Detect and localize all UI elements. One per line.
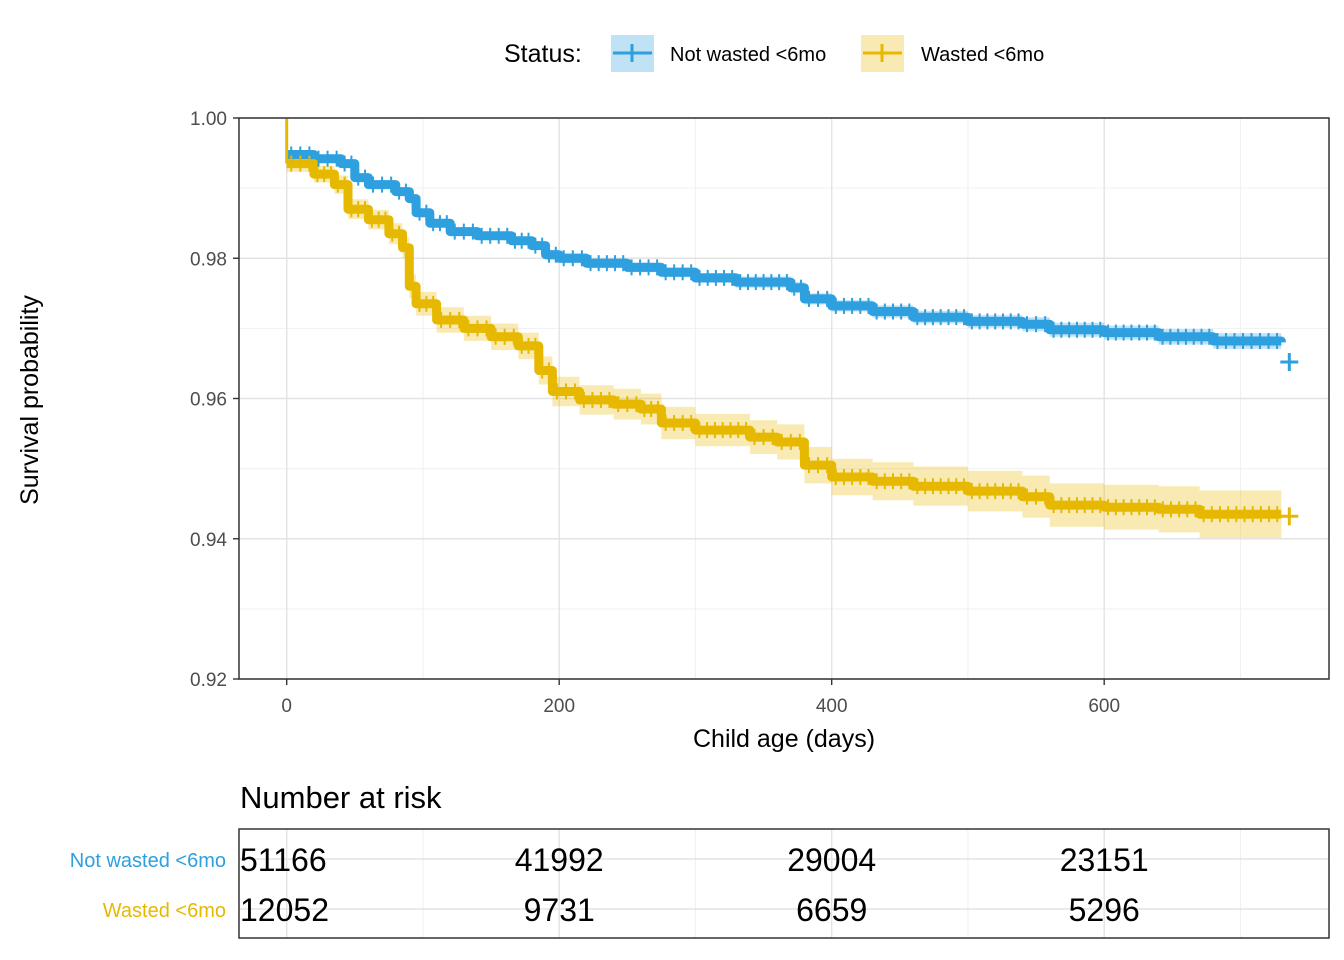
- risk-value-wasted: 12052: [240, 892, 329, 928]
- legend-title: Status:: [504, 40, 582, 68]
- y-tick-label: 0.96: [190, 390, 227, 411]
- x-tick-label: 200: [543, 696, 575, 717]
- y-tick-label: 1.00: [190, 109, 227, 130]
- risk-value-wasted: 5296: [1069, 892, 1140, 928]
- x-tick-label: 600: [1088, 696, 1120, 717]
- y-tick-label: 0.98: [190, 249, 227, 270]
- legend-label-not-wasted: Not wasted <6mo: [670, 44, 826, 66]
- confidence-band-not-wasted: [286, 151, 1282, 351]
- risk-value-not-wasted: 41992: [515, 842, 604, 878]
- confidence-band-wasted: [286, 155, 1282, 539]
- confidence-bands: [286, 151, 1282, 539]
- censor-marks: [285, 118, 1299, 526]
- legend-entry-wasted: Wasted <6mo: [861, 35, 1044, 72]
- x-tick-label: 400: [816, 696, 848, 717]
- x-axis-ticks: 0 200 400 600: [281, 679, 1120, 717]
- risk-table: Number at risk Not wasted <6mo Wasted <6…: [70, 780, 1330, 939]
- y-tick-label: 0.92: [190, 670, 227, 691]
- legend-label-wasted: Wasted <6mo: [921, 44, 1044, 66]
- risk-table-background: [239, 829, 1329, 938]
- legend: Status: Not wasted <6mo Wasted <6mo: [504, 35, 1044, 72]
- x-axis-title: Child age (days): [693, 725, 875, 753]
- risk-table-values: 51166 41992 29004 23151 12052 9731 6659 5296: [240, 842, 1149, 928]
- y-tick-label: 0.94: [190, 530, 227, 551]
- y-axis-title: Survival probability: [16, 295, 44, 505]
- risk-table-grid: [239, 829, 1329, 938]
- risk-table-title: Number at risk: [240, 780, 442, 815]
- risk-value-not-wasted: 23151: [1060, 842, 1149, 878]
- risk-table-border: [238, 828, 1330, 939]
- y-axis-ticks: 0.92 0.94 0.96 0.98 1.00: [190, 109, 239, 691]
- risk-value-not-wasted: 29004: [787, 842, 876, 878]
- risk-row-label-not-wasted: Not wasted <6mo: [70, 850, 226, 872]
- risk-value-not-wasted: 51166: [240, 842, 327, 878]
- risk-value-wasted: 9731: [524, 892, 595, 928]
- x-tick-label: 0: [281, 696, 292, 717]
- risk-value-wasted: 6659: [796, 892, 867, 928]
- plot-panel: 0 200 400 600 0.92 0.94 0.96 0.98 1.00: [190, 109, 1330, 717]
- survival-curve-not-wasted: [286, 150, 1286, 346]
- risk-row-label-wasted: Wasted <6mo: [103, 900, 226, 922]
- legend-entry-not-wasted: Not wasted <6mo: [611, 35, 826, 72]
